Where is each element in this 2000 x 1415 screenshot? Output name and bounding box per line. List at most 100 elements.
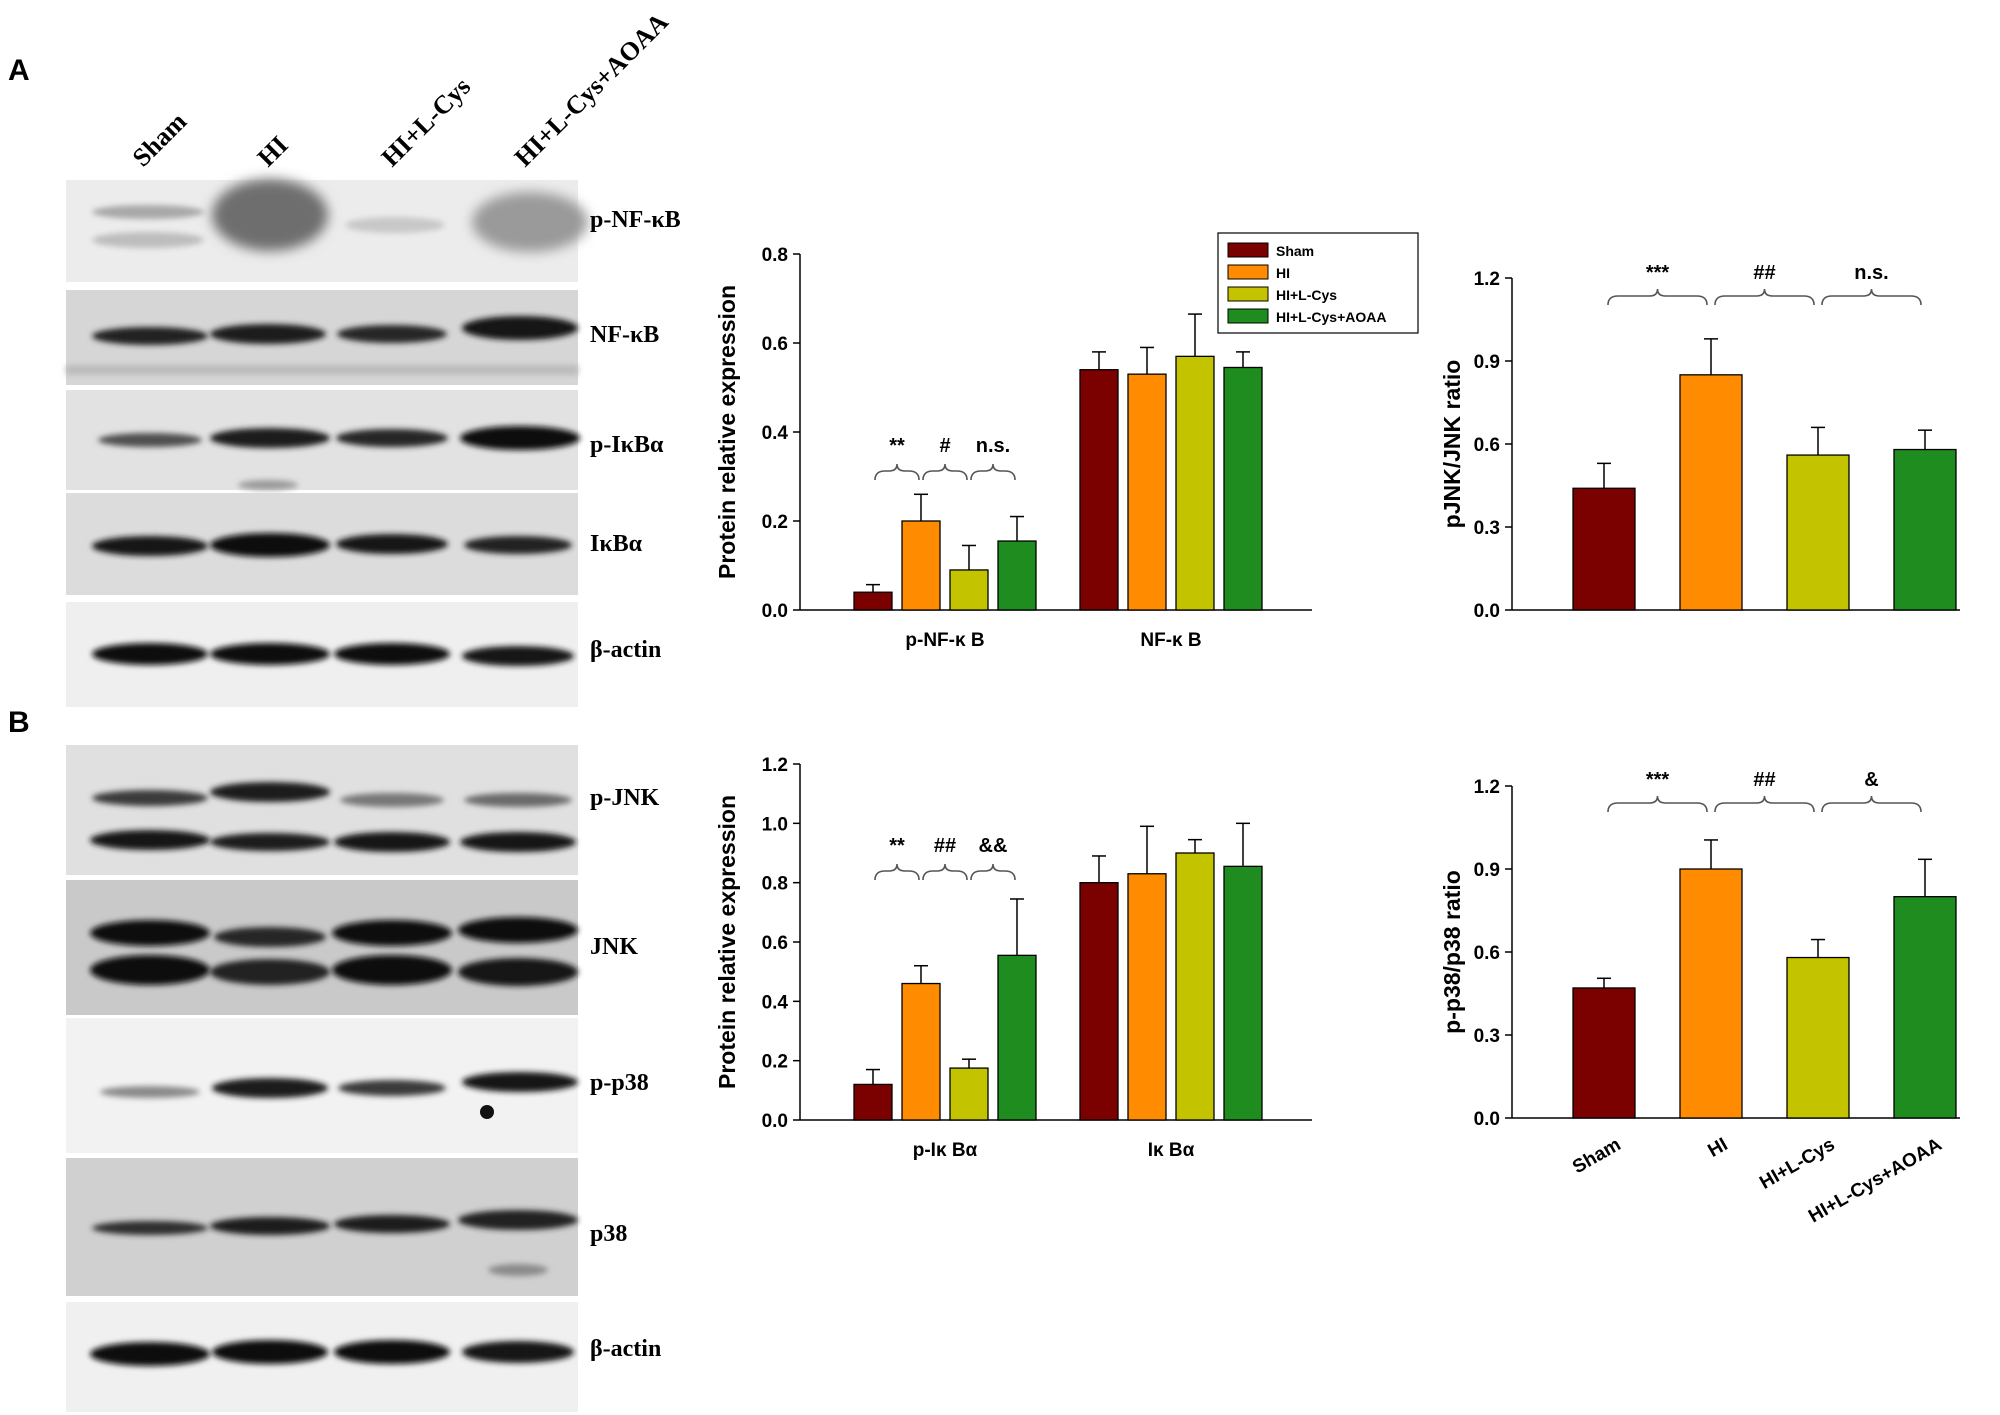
significance-brace-1 — [1714, 795, 1815, 813]
bar-1-0 — [1572, 487, 1636, 611]
blot-label-p38: p38 — [590, 1221, 627, 1247]
y-tick-label: 0.2 — [762, 1052, 788, 1073]
blot-labels-b: p-JNK JNK p-p38 p38 β-actin — [590, 785, 661, 1362]
significance-label: ## — [1753, 769, 1775, 791]
bar-1-2 — [1786, 454, 1850, 611]
panel-label-b: B — [8, 706, 30, 739]
x-category-label: HI+L-Cys — [1756, 1134, 1838, 1194]
legend-swatch — [1227, 242, 1269, 258]
significance-brace-0 — [1607, 288, 1708, 306]
blot-label-p-p38: p-p38 — [590, 1070, 649, 1096]
y-tick-label: 0.0 — [762, 1111, 788, 1132]
blot-jnk — [66, 880, 578, 1015]
blots-panel-a — [66, 179, 588, 707]
bar-2-1-1 — [1127, 873, 1167, 1121]
lane-label-hi-lcys-aoaa: HI+L-Cys+AOAA — [509, 7, 674, 172]
significance-label: ## — [1753, 262, 1775, 284]
blot-nfkb — [66, 290, 578, 385]
legend-entry: HI — [1276, 265, 1290, 281]
lane-label-hi-lcys: HI+L-Cys — [376, 72, 476, 172]
y-tick-label: 0.8 — [762, 874, 788, 895]
blots-panel-b — [66, 745, 578, 1412]
chart-nfkb: 0.0 0.2 0.4 0.6 0.8 Protein relative expressi… — [714, 232, 1419, 651]
bar-2-1-2 — [1175, 852, 1215, 1121]
y-axis-label: Protein relative expression — [714, 795, 740, 1089]
blot-label-beta-actin-a: β-actin — [590, 637, 661, 663]
blot-label-p-nfkb: p-NF-κB — [590, 207, 681, 233]
y-tick-label: 0.6 — [762, 334, 788, 355]
chart-jnk: 0.0 0.3 0.6 0.9 1.2 pJNK/JNK ratio *** ## n.s. — [1439, 262, 1960, 622]
bar-3-1 — [1679, 868, 1743, 1119]
bar-0-1-1 — [1127, 373, 1167, 611]
lane-label-sham: Sham — [127, 107, 193, 173]
x-category-label: p-NF-κ B — [905, 630, 984, 651]
bar-0-1-2 — [1175, 355, 1215, 611]
y-tick-label: 0.9 — [1474, 352, 1500, 373]
bar-1-3 — [1893, 448, 1957, 611]
blot-p-jnk — [66, 745, 578, 875]
bar-3-3 — [1893, 896, 1957, 1119]
significance-label: & — [1864, 769, 1878, 791]
significance-brace-1 — [922, 863, 968, 881]
legend-swatch — [1227, 286, 1269, 302]
blot-p38 — [66, 1158, 578, 1296]
y-tick-label: 1.2 — [1474, 269, 1500, 290]
panel-label-a: A — [8, 54, 30, 87]
y-tick-label: 0.4 — [762, 992, 789, 1013]
bar-3-2 — [1786, 956, 1850, 1119]
y-tick-label: 0.0 — [1474, 601, 1500, 622]
y-tick-label: 0.6 — [1474, 435, 1500, 456]
y-tick-label: 0.9 — [1474, 860, 1500, 881]
lane-labels: Sham HI HI+L-Cys HI+L-Cys+AOAA — [127, 7, 674, 172]
legend-entry: HI+L-Cys+AOAA — [1276, 309, 1386, 325]
chart-p38: 0.0 0.3 0.6 0.9 1.2 p-p38/p38 ratio Sham HI HI+L… — [1439, 769, 1960, 1227]
significance-brace-1 — [1714, 288, 1815, 306]
significance-label: ** — [889, 835, 905, 857]
legend-entry: HI+L-Cys — [1276, 287, 1337, 303]
blot-label-ikba: IκBα — [590, 531, 643, 557]
blot-beta-actin-a — [66, 602, 578, 707]
significance-brace-2 — [970, 463, 1016, 481]
blot-label-p-ikba: p-IκBα — [590, 432, 664, 458]
significance-label: # — [939, 435, 950, 457]
blot-label-beta-actin-b: β-actin — [590, 1336, 661, 1362]
blot-labels-a: p-NF-κB NF-κB p-IκBα IκBα β-actin — [590, 207, 681, 663]
bar-0-0-0 — [853, 591, 893, 611]
bar-1-1 — [1679, 374, 1743, 611]
y-tick-label: 0.6 — [762, 933, 788, 954]
bar-2-1-0 — [1079, 882, 1119, 1121]
y-axis-label: p-p38/p38 ratio — [1439, 870, 1465, 1034]
blot-ikba — [66, 493, 578, 595]
y-tick-label: 0.6 — [1474, 943, 1500, 964]
y-tick-label: 0.3 — [1474, 1026, 1500, 1047]
significance-brace-2 — [1821, 795, 1922, 813]
bar-0-0-3 — [997, 540, 1037, 611]
y-tick-label: 0.2 — [762, 512, 788, 533]
y-tick-label: 0.4 — [762, 423, 789, 444]
x-category-label: Sham — [1569, 1134, 1624, 1178]
y-axis-label: pJNK/JNK ratio — [1439, 360, 1465, 529]
legend-swatch — [1227, 308, 1269, 324]
legend-entry: Sham — [1276, 243, 1314, 259]
blot-label-jnk: JNK — [590, 934, 638, 960]
significance-label: n.s. — [976, 435, 1010, 457]
x-category-label: HI — [1705, 1134, 1732, 1162]
significance-brace-0 — [1607, 795, 1708, 813]
x-category-label: Iκ Bα — [1148, 1140, 1195, 1161]
significance-label: && — [979, 835, 1008, 857]
bar-2-0-3 — [997, 954, 1037, 1121]
bar-0-1-0 — [1079, 369, 1119, 611]
significance-brace-0 — [874, 863, 920, 881]
blot-beta-actin-b — [66, 1302, 578, 1412]
y-tick-label: 0.0 — [1474, 1109, 1500, 1130]
y-tick-label: 1.2 — [762, 755, 788, 776]
blot-p-ikba — [66, 390, 580, 490]
significance-brace-0 — [874, 463, 920, 481]
y-tick-label: 0.0 — [762, 601, 788, 622]
blot-p-p38 — [66, 1018, 578, 1153]
significance-label: ** — [889, 435, 905, 457]
y-tick-label: 0.8 — [762, 245, 788, 266]
significance-label: ## — [934, 835, 956, 857]
x-category-label: NF-κ B — [1140, 630, 1201, 651]
